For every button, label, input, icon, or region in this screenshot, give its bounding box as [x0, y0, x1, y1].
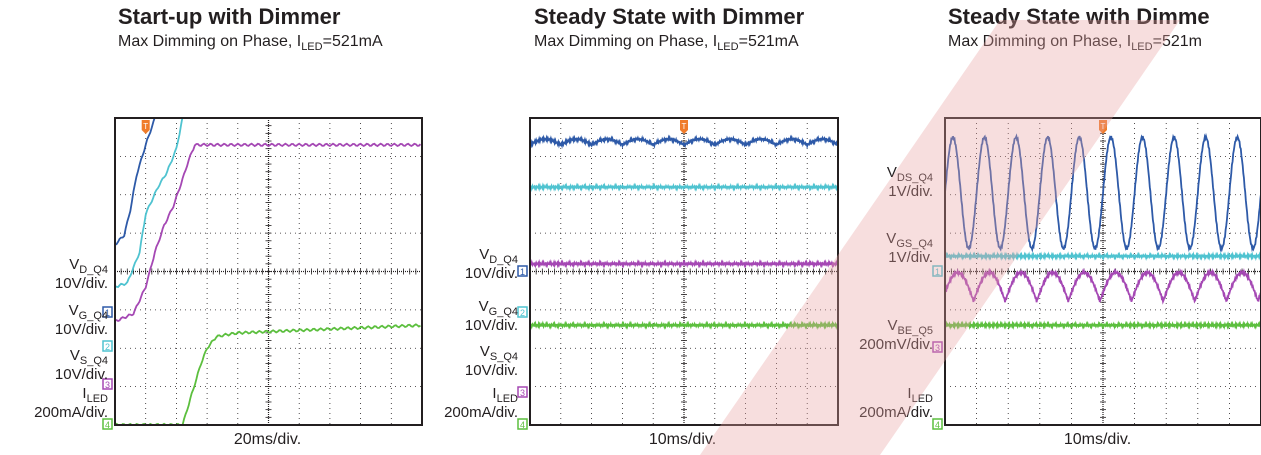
- channel-label: ILED 200mA/div.: [34, 387, 108, 420]
- channel-label: VD_Q4 10V/div.: [55, 258, 108, 291]
- channel-label: VS_Q4 10V/div.: [465, 345, 518, 378]
- x-axis-label: 10ms/div.: [1058, 431, 1138, 449]
- channel-label: ILED 200mA/div.: [444, 387, 518, 420]
- x-axis-label: 10ms/div.: [643, 431, 723, 449]
- channel-label: VDS_Q4 1V/div.: [887, 166, 933, 199]
- trigger-marker-label: T: [1101, 122, 1106, 131]
- x-axis-label: 20ms/div.: [228, 431, 308, 449]
- channel-marker-label: 3: [935, 343, 940, 353]
- channel-label: VBE_Q5 200mV/div.: [859, 319, 933, 352]
- trace-V-GS_Q4: [945, 255, 1261, 258]
- channel-label: VG_Q4 10V/div.: [55, 304, 108, 337]
- trace-I-LED: [945, 324, 1261, 327]
- channel-marker-label: 4: [935, 420, 940, 430]
- channel-label: VD_Q4 10V/div.: [465, 248, 518, 281]
- channel-marker-label: 1: [935, 267, 940, 277]
- channel-label: VG_Q4 10V/div.: [465, 300, 518, 333]
- channel-label: VS_Q4 10V/div.: [55, 349, 108, 382]
- channel-label: VGS_Q4 1V/div.: [886, 232, 933, 265]
- channel-label: ILED 200mA/div.: [859, 387, 933, 420]
